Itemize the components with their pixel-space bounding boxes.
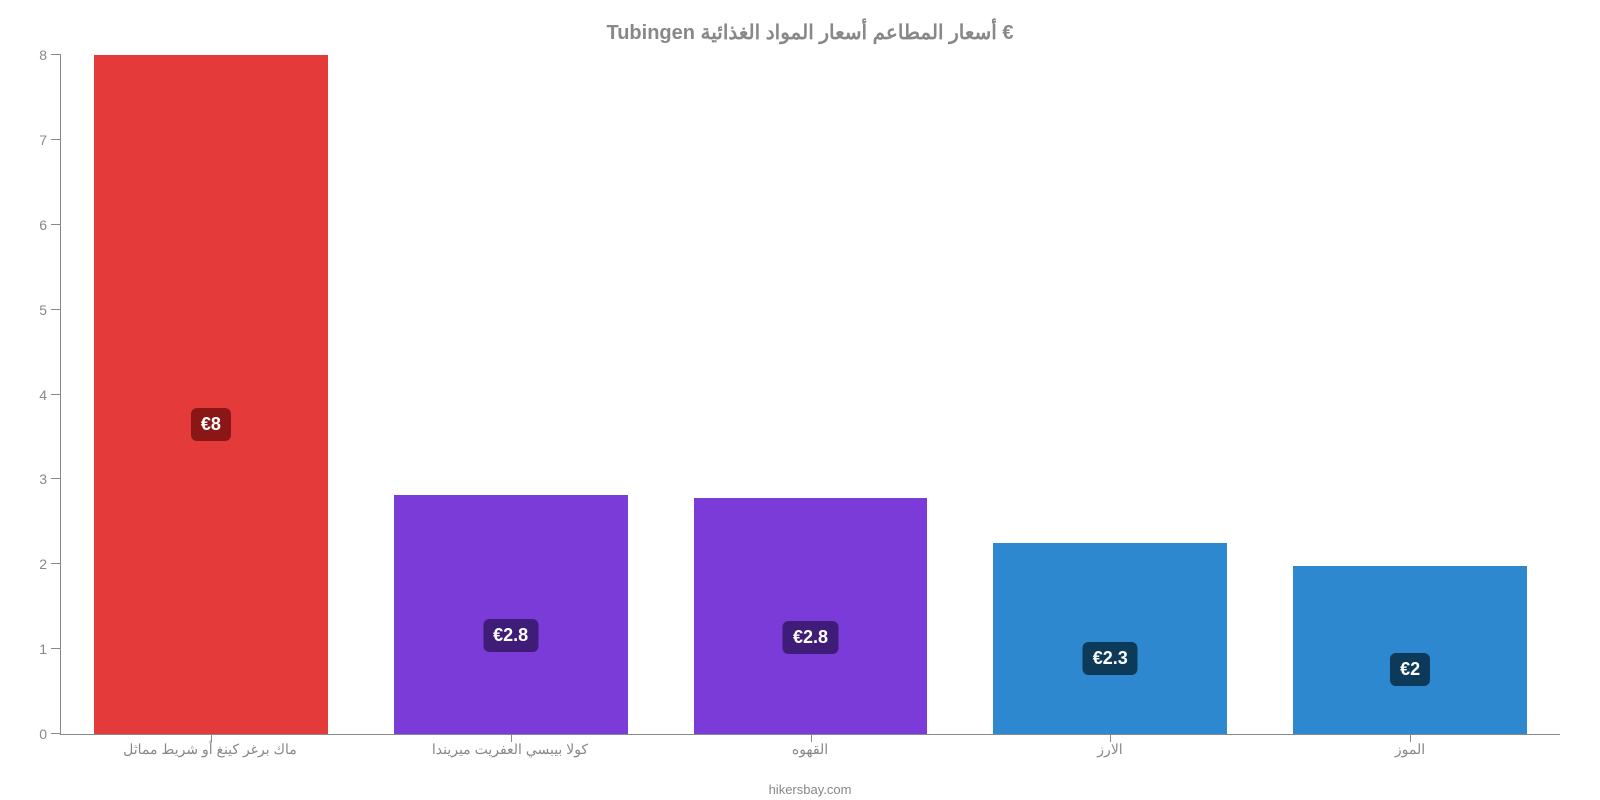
- y-axis-tick-label: 5: [39, 302, 61, 318]
- bar-value-badge: €8: [191, 408, 231, 441]
- plot-area: €8€2.8€2.8€2.3€2 012345678: [60, 55, 1560, 735]
- bar-slot: €2.3: [960, 55, 1260, 734]
- x-axis-tick: [211, 734, 212, 742]
- x-axis-tick: [811, 734, 812, 742]
- y-axis-tick-label: 0: [39, 726, 61, 742]
- bar: €8: [94, 55, 328, 734]
- x-axis-label: الارز: [960, 741, 1260, 758]
- bar-slot: €2.8: [361, 55, 661, 734]
- bar: €2.8: [394, 495, 628, 734]
- bar-slot: €8: [61, 55, 361, 734]
- x-axis-label: كولا بيبسي العفريت ميريندا: [360, 741, 660, 758]
- chart-footer: hikersbay.com: [60, 782, 1560, 797]
- chart-container: Tubingen أسعار المطاعم أسعار المواد الغذ…: [0, 0, 1600, 800]
- x-axis-label: ماك برغر كينغ أو شريط مماثل: [60, 741, 360, 758]
- bar-slot: €2.8: [661, 55, 961, 734]
- bar-value-badge: €2: [1390, 653, 1430, 686]
- bar: €2.3: [993, 543, 1227, 734]
- y-axis-tick-label: 1: [39, 641, 61, 657]
- bar-value-badge: €2.3: [1083, 642, 1138, 675]
- y-axis-tick-label: 3: [39, 471, 61, 487]
- y-axis-tick-label: 7: [39, 132, 61, 148]
- x-axis-tick: [1410, 734, 1411, 742]
- bar: €2: [1293, 566, 1527, 734]
- y-axis-tick-label: 8: [39, 47, 61, 63]
- y-axis-tick-label: 4: [39, 387, 61, 403]
- bar-value-badge: €2.8: [783, 621, 838, 654]
- x-axis-tick: [511, 734, 512, 742]
- bar: €2.8: [694, 498, 928, 734]
- y-axis-tick-label: 2: [39, 556, 61, 572]
- chart-title: Tubingen أسعار المطاعم أسعار المواد الغذ…: [60, 20, 1560, 45]
- x-axis-labels: ماك برغر كينغ أو شريط مماثلكولا بيبسي ال…: [60, 741, 1560, 758]
- x-axis-label: القهوه: [660, 741, 960, 758]
- x-axis-label: الموز: [1260, 741, 1560, 758]
- x-axis-tick: [1110, 734, 1111, 742]
- bars-row: €8 €2.8 €2.8 €2.3 €2: [61, 55, 1560, 734]
- bar-slot: €2: [1260, 55, 1560, 734]
- bar-value-badge: €2.8: [483, 619, 538, 652]
- y-axis-tick-label: 6: [39, 217, 61, 233]
